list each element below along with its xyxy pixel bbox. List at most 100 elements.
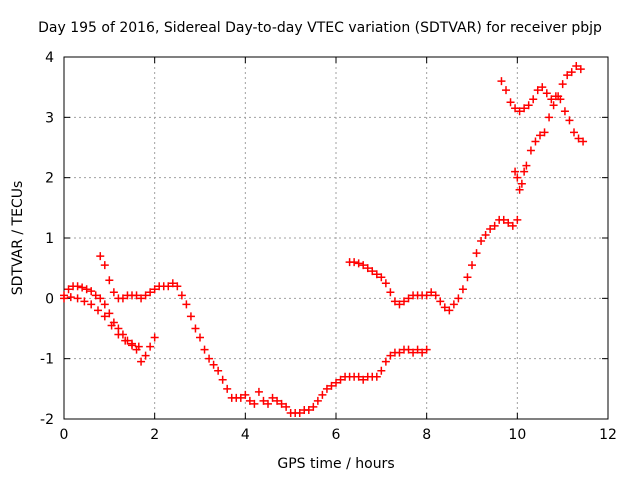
data-point bbox=[508, 221, 517, 230]
data-point bbox=[504, 218, 513, 227]
data-point bbox=[381, 279, 390, 288]
data-point bbox=[481, 230, 490, 239]
data-point bbox=[449, 300, 458, 309]
data-point bbox=[177, 291, 186, 300]
data-point bbox=[468, 261, 476, 270]
data-point bbox=[563, 71, 572, 80]
data-point bbox=[520, 167, 529, 176]
data-point bbox=[60, 294, 68, 303]
data-point bbox=[533, 86, 542, 95]
data-point bbox=[513, 173, 522, 182]
data-point bbox=[94, 306, 102, 315]
data-point bbox=[395, 348, 404, 357]
data-point bbox=[549, 101, 558, 110]
data-point bbox=[173, 282, 182, 291]
data-point bbox=[332, 378, 340, 387]
data-point bbox=[327, 381, 336, 390]
data-point bbox=[218, 375, 227, 384]
data-point bbox=[164, 282, 173, 291]
data-point bbox=[78, 283, 87, 292]
data-point bbox=[520, 104, 529, 113]
data-point bbox=[182, 300, 191, 309]
data-point bbox=[214, 366, 223, 375]
data-point bbox=[250, 399, 259, 408]
data-point bbox=[431, 291, 440, 300]
data-point bbox=[422, 291, 431, 300]
data-point bbox=[526, 146, 535, 155]
data-point bbox=[377, 273, 386, 282]
data-point bbox=[422, 345, 431, 354]
data-point bbox=[259, 396, 268, 405]
data-point bbox=[309, 402, 318, 411]
data-point bbox=[268, 393, 277, 402]
data-point bbox=[150, 333, 159, 342]
data-point bbox=[400, 297, 408, 306]
data-point bbox=[282, 402, 291, 411]
data-point bbox=[277, 399, 286, 408]
data-point bbox=[66, 293, 75, 302]
x-tick-label: 8 bbox=[422, 427, 431, 443]
data-point bbox=[542, 89, 551, 98]
data-point bbox=[502, 86, 510, 95]
x-tick-label: 0 bbox=[60, 427, 69, 443]
data-point bbox=[96, 252, 105, 261]
data-point bbox=[87, 287, 96, 296]
data-point bbox=[554, 92, 563, 101]
data-point bbox=[96, 294, 105, 303]
data-point bbox=[359, 261, 368, 270]
data-point bbox=[114, 330, 123, 339]
data-point bbox=[134, 342, 143, 351]
data-point bbox=[576, 65, 585, 74]
data-point bbox=[264, 399, 272, 408]
data-point bbox=[524, 101, 533, 110]
data-point bbox=[531, 137, 540, 146]
x-tick-label: 10 bbox=[508, 427, 526, 443]
data-point bbox=[109, 288, 118, 297]
data-point bbox=[209, 360, 218, 369]
data-point bbox=[107, 321, 116, 330]
data-point bbox=[146, 288, 155, 297]
data-point bbox=[506, 98, 515, 107]
data-point bbox=[499, 215, 508, 224]
data-point bbox=[141, 351, 150, 360]
data-point bbox=[540, 128, 549, 137]
data-point bbox=[168, 279, 177, 288]
y-tick-label: 3 bbox=[45, 110, 54, 126]
data-point bbox=[558, 80, 567, 89]
data-point bbox=[529, 95, 538, 104]
data-point bbox=[497, 77, 506, 86]
data-point bbox=[545, 113, 554, 122]
data-point bbox=[440, 303, 449, 312]
data-point bbox=[80, 297, 89, 306]
data-point bbox=[404, 345, 413, 354]
data-point bbox=[150, 285, 159, 294]
x-tick-label: 4 bbox=[241, 427, 250, 443]
y-tick-label: -1 bbox=[40, 352, 54, 368]
data-point bbox=[200, 345, 209, 354]
data-point bbox=[511, 167, 520, 176]
data-point bbox=[87, 300, 96, 309]
data-point bbox=[522, 161, 531, 170]
x-tick-label: 2 bbox=[150, 427, 159, 443]
data-point bbox=[472, 249, 481, 258]
x-tick-label: 12 bbox=[599, 427, 617, 443]
data-point bbox=[91, 291, 100, 300]
x-axis-label: GPS time / hours bbox=[277, 456, 395, 472]
data-point bbox=[121, 336, 130, 345]
y-tick-label: 0 bbox=[45, 291, 54, 307]
data-point bbox=[100, 261, 109, 270]
data-point bbox=[477, 237, 486, 246]
data-point bbox=[245, 396, 254, 405]
data-point bbox=[538, 83, 547, 92]
data-point bbox=[567, 68, 576, 77]
data-point bbox=[73, 294, 82, 303]
data-point bbox=[490, 221, 499, 230]
data-point bbox=[354, 259, 363, 268]
data-point bbox=[141, 291, 150, 300]
y-tick-label: -2 bbox=[40, 412, 54, 428]
data-point bbox=[565, 116, 574, 125]
data-point bbox=[386, 351, 395, 360]
data-point bbox=[82, 285, 91, 294]
data-point bbox=[336, 375, 345, 384]
data-point bbox=[454, 294, 463, 303]
